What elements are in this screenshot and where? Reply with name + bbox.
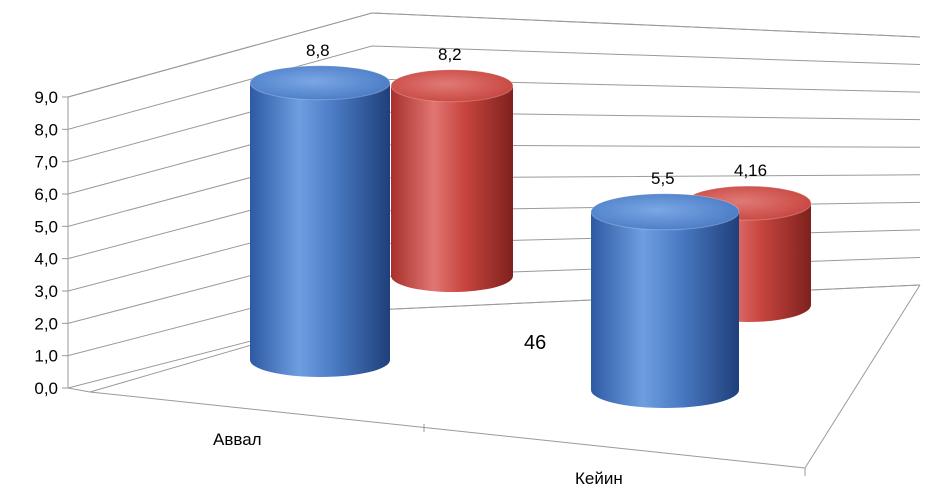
y-tick-label: 1,0 <box>34 347 58 366</box>
category-label-1: Аввал <box>213 430 262 449</box>
y-tick-label: 2,0 <box>34 314 58 333</box>
data-label: 8,2 <box>438 45 462 64</box>
data-labels: 8,2 4,16 8,8 5,5 <box>306 41 767 188</box>
y-tick-label: 7,0 <box>34 153 58 172</box>
gridline <box>67 45 921 130</box>
y-tick-label: 3,0 <box>34 282 58 301</box>
category-label-2: Кейин <box>575 469 623 488</box>
y-tick-label: 6,0 <box>34 185 58 204</box>
page-number: 46 <box>524 332 546 354</box>
data-label: 4,16 <box>734 161 767 180</box>
bar-series1-2 <box>590 193 740 408</box>
gridline <box>67 12 921 98</box>
data-label: 5,5 <box>651 169 675 188</box>
bar-series1-1 <box>249 65 391 378</box>
bar-series2-1 <box>390 69 514 292</box>
y-tick-label: 4,0 <box>34 250 58 269</box>
cylinder-bars <box>249 65 812 408</box>
data-label: 8,8 <box>306 41 330 60</box>
y-axis-ticks: 0,0 1,0 2,0 3,0 4,0 5,0 6,0 7,0 8,0 9,0 <box>34 88 68 398</box>
y-tick-label: 0,0 <box>34 379 58 398</box>
y-tick-label: 5,0 <box>34 217 58 236</box>
y-tick-label: 9,0 <box>34 88 58 107</box>
y-tick-label: 8,0 <box>34 120 58 139</box>
